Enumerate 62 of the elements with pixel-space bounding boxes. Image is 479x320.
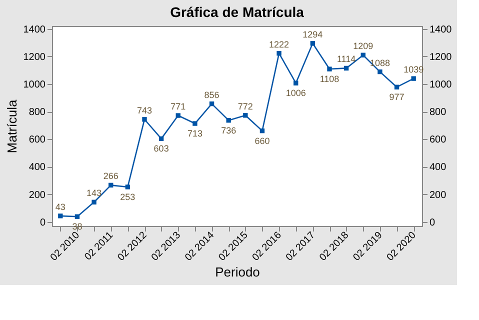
point bbox=[176, 113, 180, 118]
data-label: 266 bbox=[103, 171, 118, 182]
y-axis-title: Matrícula bbox=[4, 99, 20, 154]
point bbox=[92, 200, 96, 204]
point bbox=[327, 66, 332, 72]
point bbox=[158, 136, 164, 142]
point bbox=[310, 41, 316, 46]
data-label: 660 bbox=[254, 136, 270, 146]
point bbox=[260, 128, 265, 134]
data-label: 1294 bbox=[302, 29, 323, 40]
point bbox=[276, 50, 282, 56]
point bbox=[209, 101, 214, 106]
y-tick-label: 400 bbox=[28, 162, 46, 174]
data-label: 856 bbox=[204, 90, 220, 100]
point bbox=[108, 182, 114, 188]
y-tick-label: 0 bbox=[40, 217, 46, 228]
point bbox=[74, 214, 80, 219]
data-label: 43 bbox=[55, 202, 66, 212]
data-label: 253 bbox=[120, 192, 136, 202]
y-tick-label: 1200 bbox=[23, 52, 46, 63]
y-tick-label: 600 bbox=[28, 134, 46, 146]
data-label: 713 bbox=[187, 128, 202, 139]
y2-tick-label: 400 bbox=[430, 162, 447, 174]
point bbox=[243, 113, 248, 118]
point bbox=[226, 118, 231, 123]
data-label: 1088 bbox=[370, 58, 390, 68]
data-label: 743 bbox=[136, 105, 152, 116]
data-label: 977 bbox=[389, 92, 404, 102]
point bbox=[192, 121, 198, 126]
point bbox=[394, 84, 400, 90]
data-label: 771 bbox=[170, 102, 186, 112]
point bbox=[125, 184, 130, 190]
y-tick-label: 1000 bbox=[23, 79, 46, 90]
data-label: 143 bbox=[86, 188, 102, 198]
y2-tick-label: 600 bbox=[430, 134, 447, 146]
data-label: 1209 bbox=[353, 41, 374, 52]
point bbox=[142, 117, 147, 122]
y-tick-label: 200 bbox=[28, 190, 46, 201]
point bbox=[344, 66, 349, 71]
chart-title: Gráfica de Matrícula bbox=[170, 4, 304, 20]
point bbox=[58, 214, 63, 218]
y2-tick-label: 800 bbox=[430, 107, 447, 118]
y-tick-label: 1400 bbox=[23, 24, 46, 36]
point bbox=[360, 52, 366, 58]
point bbox=[294, 80, 298, 86]
data-label: 1114 bbox=[336, 54, 356, 64]
point bbox=[378, 69, 382, 74]
y2-tick-label: 1000 bbox=[430, 79, 452, 90]
point bbox=[411, 76, 416, 81]
x-axis-title: Periodo bbox=[215, 264, 260, 280]
y2-tick-label: 200 bbox=[430, 190, 447, 201]
y-tick-label: 800 bbox=[28, 107, 46, 118]
data-label: 736 bbox=[221, 125, 236, 136]
data-label: 1108 bbox=[320, 74, 340, 84]
y2-tick-label: 0 bbox=[430, 217, 436, 228]
y2-tick-label: 1400 bbox=[430, 24, 452, 36]
data-label: 772 bbox=[238, 101, 253, 112]
data-label: 603 bbox=[154, 144, 169, 154]
y2-tick-label: 1200 bbox=[430, 52, 452, 63]
data-label: 1222 bbox=[269, 39, 290, 50]
data-label: 38 bbox=[72, 222, 82, 232]
data-label: 1006 bbox=[286, 88, 306, 98]
